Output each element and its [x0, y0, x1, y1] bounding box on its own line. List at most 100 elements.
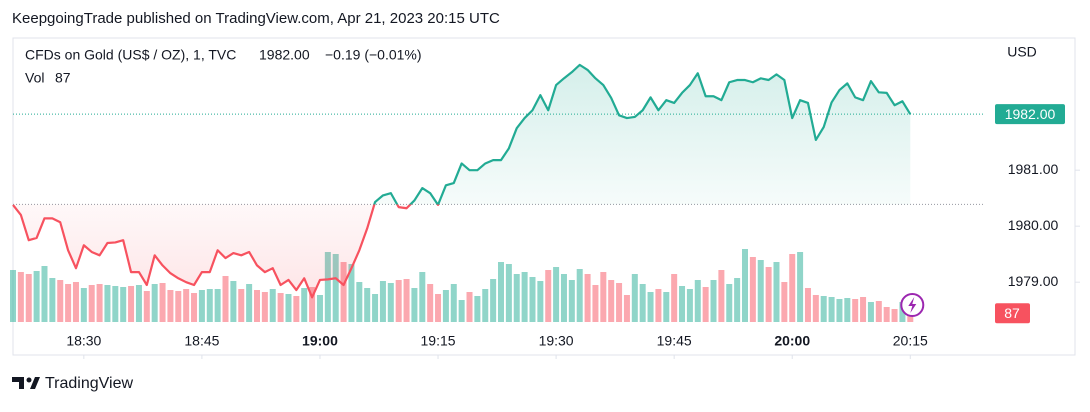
volume-bar — [435, 294, 442, 322]
volume-bar — [773, 262, 780, 322]
x-tick-label: 19:15 — [421, 333, 456, 349]
volume-bar — [112, 286, 119, 322]
volume-bar — [128, 286, 135, 322]
volume-bar — [576, 269, 583, 322]
volume-bar — [261, 292, 268, 322]
event-icon — [900, 293, 925, 317]
volume-bar — [175, 291, 182, 322]
volume-bar — [25, 274, 32, 322]
volume-bar — [757, 260, 764, 322]
volume-bar — [671, 274, 678, 322]
volume-bar — [458, 300, 465, 322]
volume-bar — [222, 276, 229, 322]
volume-bar — [789, 254, 796, 322]
volume-bar — [482, 289, 489, 322]
volume-bar — [379, 281, 386, 322]
volume-bar — [608, 280, 615, 322]
volume-bar — [765, 267, 772, 322]
volume-bar — [702, 287, 709, 322]
volume-bar — [72, 282, 79, 322]
volume-last-box — [995, 303, 1030, 324]
last-price-label: 1982.00 — [1005, 106, 1056, 122]
volume-bar — [206, 289, 213, 322]
volume-bar — [17, 272, 24, 322]
volume-bar — [804, 288, 811, 322]
published-note: KeepgoingTrade published on TradingView.… — [12, 10, 500, 27]
volume-bar — [718, 270, 725, 322]
volume-bar — [710, 280, 717, 322]
volume-bar — [104, 285, 111, 322]
volume-bar — [316, 295, 323, 322]
volume-name: Vol — [25, 70, 44, 86]
volume-bar — [96, 284, 103, 322]
volume-bar — [631, 274, 638, 322]
x-tick-label: 19:00 — [302, 333, 338, 349]
volume-bar — [490, 279, 497, 322]
volume-bar — [293, 296, 300, 322]
volume-bar — [592, 285, 599, 322]
volume-bar — [600, 272, 607, 322]
volume-bar — [828, 297, 835, 322]
volume-bar — [553, 267, 560, 322]
volume-bar — [191, 293, 198, 322]
volume-bar — [797, 252, 804, 322]
volume-last: 87 — [55, 70, 71, 86]
currency-label: USD — [1007, 44, 1037, 60]
volume-bar — [616, 283, 623, 322]
x-tick-label: 19:30 — [539, 333, 574, 349]
volume-last-label: 87 — [1004, 305, 1020, 321]
volume-bar — [812, 295, 819, 322]
volume-bar — [521, 272, 528, 322]
last-price: 1982.00 — [259, 47, 310, 63]
x-tick-label: 20:15 — [893, 333, 928, 349]
volume-bar — [403, 279, 410, 322]
x-tick-label: 20:00 — [774, 333, 810, 349]
volume-bar — [324, 252, 331, 322]
volume-bar — [450, 284, 457, 322]
volume-bar — [411, 288, 418, 322]
x-tick-label: 19:45 — [657, 333, 692, 349]
chart-frame — [12, 37, 1076, 356]
volume-bar — [513, 274, 520, 322]
volume-bar — [686, 289, 693, 322]
volume-bar — [340, 262, 347, 322]
volume-bar — [498, 262, 504, 322]
volume-bar — [726, 284, 733, 322]
volume-bar — [88, 285, 95, 322]
volume-bar — [867, 302, 874, 322]
volume-bar — [560, 274, 567, 322]
volume-bar — [844, 298, 851, 322]
volume-bar — [143, 291, 150, 322]
volume-bar — [151, 284, 158, 322]
volume-bar — [348, 264, 355, 322]
volume-bar — [65, 284, 72, 322]
price-change: −0.19 (−0.01%) — [325, 47, 422, 63]
volume-bar — [301, 288, 308, 322]
volume-bar — [820, 296, 827, 322]
volume-bar — [852, 299, 859, 322]
volume-bar — [891, 309, 898, 322]
volume-bar — [655, 289, 662, 322]
x-tick-label: 18:45 — [184, 333, 219, 349]
volume-bar — [474, 296, 481, 322]
volume-bar — [254, 290, 260, 322]
volume-bar — [734, 278, 741, 322]
volume-bar — [238, 289, 245, 322]
brand: TradingView — [45, 375, 133, 392]
volume-bar — [395, 280, 402, 322]
volume-bar — [387, 283, 394, 322]
volume-bar — [781, 282, 788, 322]
last-price-box — [995, 104, 1065, 125]
volume-bar — [860, 297, 867, 322]
volume-bar — [568, 280, 575, 322]
volume-bar — [442, 290, 449, 322]
volume-bar — [836, 299, 843, 322]
volume-bar — [246, 284, 253, 322]
volume-bar — [742, 249, 748, 322]
volume-bar — [647, 292, 654, 322]
volume-bar — [33, 271, 40, 322]
volume-bar — [907, 313, 914, 322]
volume-bar — [372, 294, 379, 322]
volume-bar — [309, 287, 316, 322]
